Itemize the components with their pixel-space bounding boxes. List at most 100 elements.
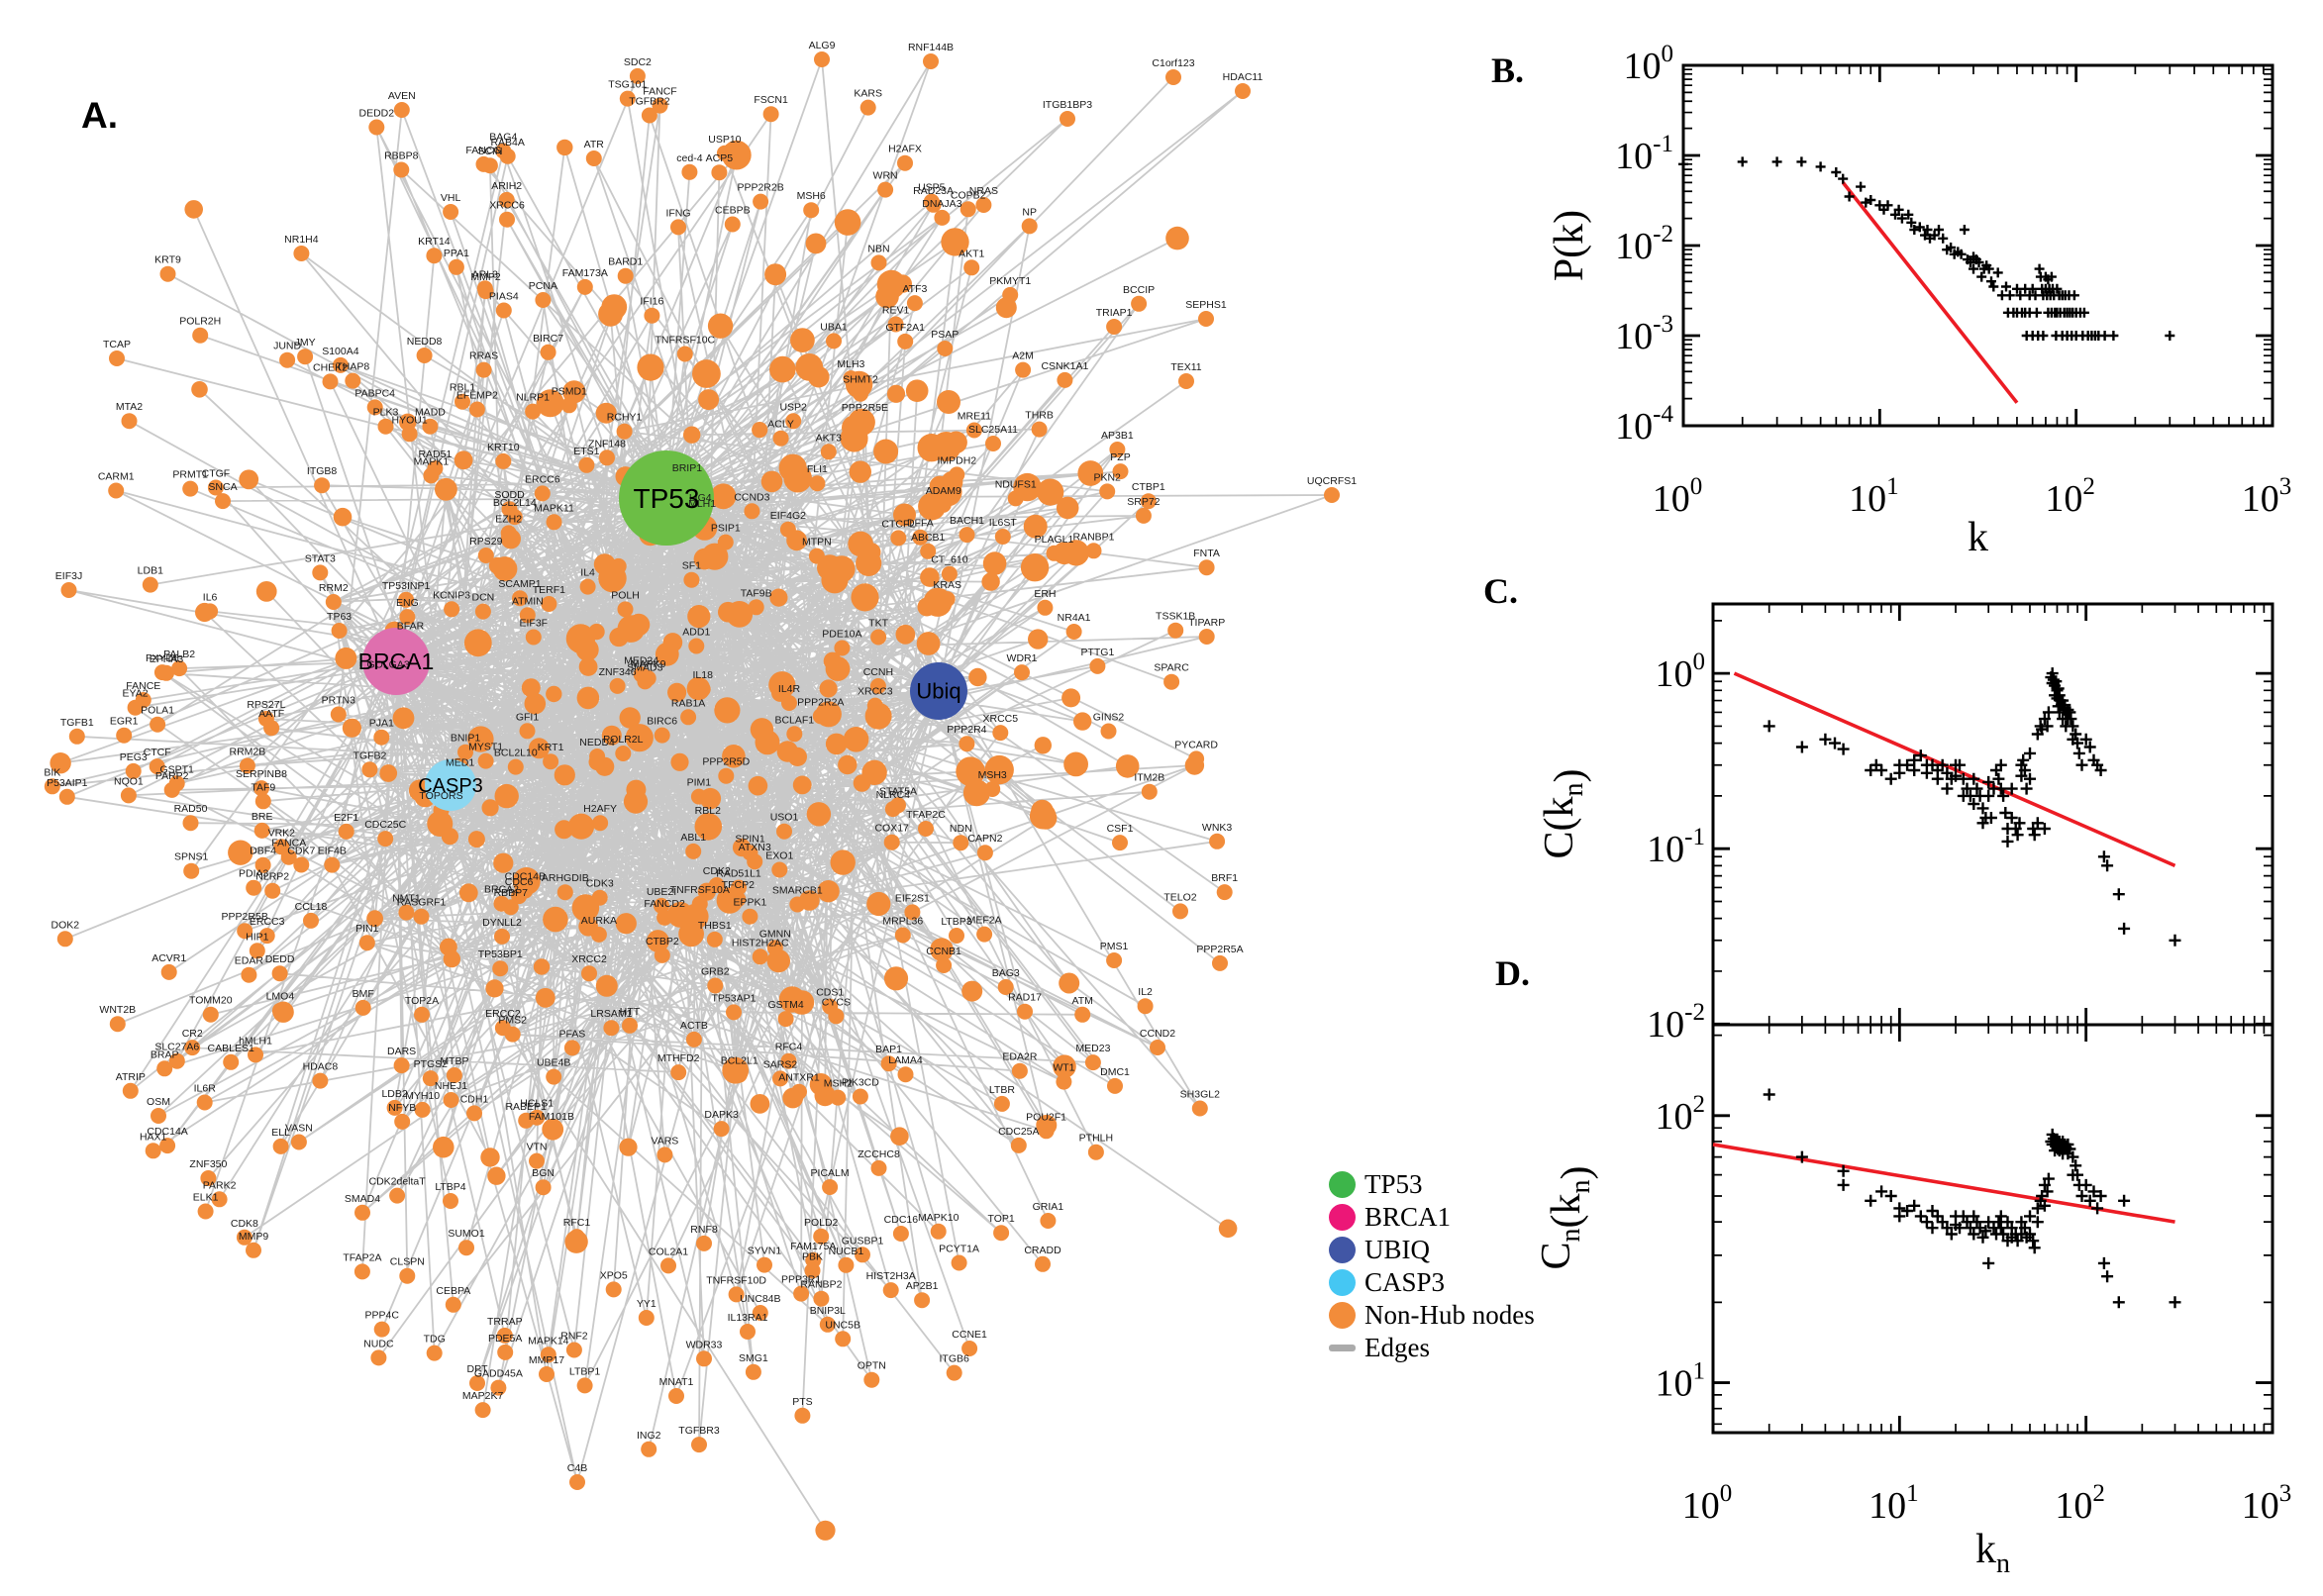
non-hub-node	[168, 775, 185, 792]
non-hub-node	[576, 278, 593, 295]
non-hub-node	[726, 1004, 742, 1021]
non-hub-node	[183, 862, 200, 879]
node-label: RAD23A	[913, 185, 954, 197]
legend-item-label: Non-Hub nodes	[1364, 1300, 1535, 1330]
non-hub-node	[917, 597, 937, 617]
non-hub-node	[463, 629, 492, 657]
y-tick-label: 10-4	[1615, 401, 1673, 448]
non-hub-node	[1140, 493, 1157, 510]
node-label: RBL2	[695, 805, 721, 817]
node-label: PCNA	[529, 280, 557, 292]
node-label: ATXN3	[739, 842, 771, 853]
non-hub-node	[617, 601, 634, 618]
non-hub-node	[576, 1377, 593, 1394]
node-label: TNFRSF10D	[706, 1274, 766, 1286]
node-label: ELK1	[193, 1192, 219, 1204]
non-hub-node	[293, 246, 310, 261]
node-label: XPO5	[600, 1269, 628, 1281]
x-tick-label: 101	[1849, 473, 1899, 520]
non-hub-node	[813, 1290, 830, 1307]
non-hub-node	[156, 1060, 173, 1077]
non-hub-node	[555, 820, 574, 840]
non-hub-node	[109, 350, 125, 366]
node-label: VHL	[441, 192, 461, 204]
node-label: ARHGDIB	[542, 872, 589, 884]
non-hub-node	[588, 623, 605, 641]
non-hub-node	[457, 744, 473, 760]
non-hub-node	[789, 990, 815, 1015]
node-label: RNF2	[560, 1331, 588, 1343]
node-label: ERH	[1034, 588, 1056, 600]
node-label: CCNH	[863, 666, 893, 678]
node-label: ITM2B	[1134, 772, 1164, 784]
non-hub-node	[399, 413, 417, 432]
non-hub-node	[718, 601, 739, 623]
network-nodes	[44, 51, 1340, 1541]
node-swatch-icon	[1329, 1171, 1356, 1198]
non-hub-node	[332, 356, 349, 373]
node-label: PSMD1	[552, 385, 587, 397]
minor-ticks	[1713, 1025, 2272, 1433]
node-label: LRSAM1	[590, 1008, 632, 1020]
node-label: MSH6	[797, 190, 826, 202]
node-label: DFFA	[907, 518, 934, 530]
node-label: CCNB1	[926, 946, 961, 957]
node-label: GMNN	[759, 928, 791, 940]
panel-b-plot: 100 101 102 103 100 10-1 10-2 10-3 10-4 k P(k)	[1547, 41, 2291, 560]
node-label: PJA1	[369, 718, 394, 730]
non-hub-node	[1135, 507, 1152, 524]
non-hub-node	[1017, 1003, 1033, 1020]
node-label: FSCN1	[754, 94, 788, 106]
legend-item-label: BRCA1	[1364, 1202, 1452, 1232]
node-label: H2AFY	[583, 803, 617, 815]
node-label: LDB2	[381, 1088, 407, 1100]
y-tick-label: 10-1	[1615, 131, 1673, 177]
non-hub-node	[333, 507, 353, 527]
node-label: MNAT1	[659, 1376, 694, 1388]
non-hub-node	[519, 723, 536, 740]
node-label: LMO4	[266, 991, 295, 1003]
non-hub-node	[1137, 998, 1154, 1015]
non-hub-node	[1109, 442, 1126, 457]
non-hub-node	[828, 555, 856, 583]
node-label: MTA2	[116, 401, 143, 413]
hub-node-brca1	[362, 628, 430, 695]
non-hub-node	[223, 1053, 240, 1070]
non-hub-node	[398, 591, 415, 608]
node-label: PEG3	[120, 751, 148, 763]
scatter-points	[1763, 667, 2181, 947]
non-hub-node	[688, 638, 705, 654]
non-hub-node	[696, 1350, 712, 1367]
non-hub-node	[819, 679, 838, 698]
node-label: TP63	[327, 611, 352, 623]
node-label: HIST2H3A	[866, 1270, 916, 1282]
non-hub-node	[941, 228, 969, 256]
scatter-points	[1678, 156, 2175, 341]
non-hub-node	[1014, 664, 1030, 681]
node-label: DEDD	[265, 953, 295, 965]
non-hub-node	[707, 977, 724, 994]
node-label: ACP5	[706, 152, 734, 164]
non-hub-node	[569, 1474, 585, 1490]
node-label: MYST1	[468, 742, 503, 753]
non-hub-node	[617, 615, 646, 643]
non-hub-node	[744, 503, 760, 520]
non-hub-node	[799, 890, 820, 911]
node-label: RPS27L	[247, 699, 285, 711]
non-hub-node	[629, 67, 646, 84]
non-hub-node	[1184, 755, 1205, 775]
node-label: PRMT1	[172, 469, 208, 481]
non-hub-node	[507, 758, 524, 775]
y-tick-label: 10-1	[1647, 824, 1705, 870]
non-hub-node	[368, 119, 385, 136]
non-hub-node	[949, 928, 964, 944]
non-hub-node	[615, 746, 632, 761]
non-hub-node	[426, 248, 443, 264]
node-label: IMPDH2	[937, 454, 976, 466]
node-label: DEDD2	[359, 108, 395, 120]
node-label: EGR1	[110, 716, 139, 728]
non-hub-node	[752, 948, 768, 965]
node-label: SNCA	[208, 481, 237, 493]
non-hub-node	[1021, 218, 1038, 235]
node-label: XRCC6	[489, 200, 525, 212]
